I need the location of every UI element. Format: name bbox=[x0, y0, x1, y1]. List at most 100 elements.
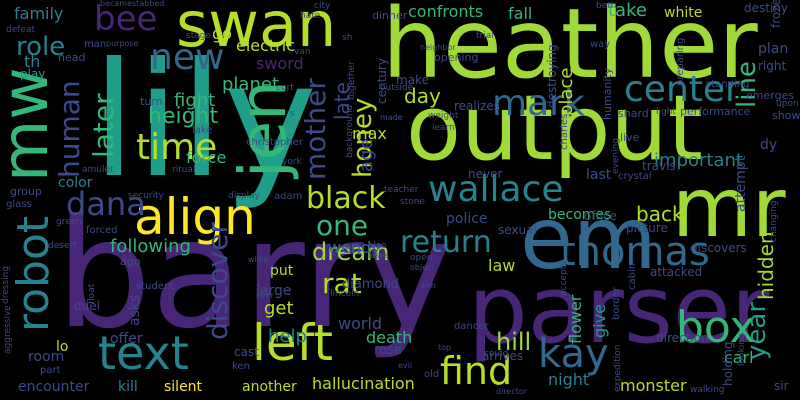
word-new: new bbox=[150, 37, 225, 78]
word-cabin: cabin bbox=[627, 262, 638, 290]
word-also: also bbox=[368, 241, 387, 251]
word-learn: learn bbox=[432, 123, 455, 133]
word-evening: evening bbox=[611, 137, 621, 174]
word-night: night bbox=[548, 370, 590, 389]
word-man: man bbox=[84, 39, 107, 50]
word-travis: travis bbox=[642, 159, 676, 173]
word-parser: parser bbox=[468, 256, 770, 365]
word-lake: lake bbox=[192, 125, 213, 136]
word-accepts: accepts bbox=[559, 261, 569, 296]
word-city: city bbox=[314, 1, 331, 11]
word-emerges: emerges bbox=[746, 89, 795, 102]
word-loses: loses bbox=[368, 251, 389, 260]
word-border: border bbox=[611, 286, 622, 320]
word-looking: looking bbox=[737, 333, 747, 366]
word-destroying: destroying bbox=[545, 44, 559, 108]
word-preparing: preparing bbox=[675, 37, 686, 86]
word-align: align bbox=[134, 188, 256, 246]
word-arrives: arrives bbox=[482, 349, 524, 363]
word-weight: weight bbox=[428, 111, 459, 121]
word-later: later bbox=[87, 93, 120, 158]
word-expedition: expedition bbox=[613, 344, 623, 392]
word-day: day bbox=[404, 84, 441, 108]
word-swan: swan bbox=[176, 0, 337, 61]
word-object: object bbox=[410, 263, 435, 272]
word-curt: curt bbox=[276, 83, 294, 93]
word-height: height bbox=[148, 104, 219, 129]
word-upon: upon bbox=[776, 99, 799, 109]
word-office: office bbox=[584, 209, 617, 223]
word-could: could bbox=[484, 349, 509, 359]
word-student: student bbox=[136, 281, 175, 292]
word-performance: performance bbox=[680, 105, 751, 118]
word-another: another bbox=[242, 379, 297, 395]
word-group: group bbox=[10, 185, 42, 198]
word-return: return bbox=[400, 225, 492, 260]
word-made: made bbox=[380, 113, 403, 122]
word-aggressive: aggressive bbox=[3, 305, 13, 354]
word-arm: arm bbox=[420, 281, 436, 290]
word-adam: adam bbox=[274, 191, 303, 202]
word-police: police bbox=[446, 211, 488, 227]
word-family: family bbox=[14, 4, 64, 23]
word-top: top bbox=[438, 343, 452, 352]
word-carl: carl bbox=[724, 348, 754, 367]
word-encounter: encounter bbox=[18, 379, 90, 395]
word-never: never bbox=[468, 167, 503, 181]
word-discovers: discovers bbox=[690, 241, 747, 255]
word-white: white bbox=[664, 5, 703, 21]
word-century: century bbox=[375, 58, 389, 104]
word-forced: forced bbox=[86, 225, 118, 236]
word-york: york bbox=[282, 157, 302, 167]
word-go: go bbox=[212, 24, 232, 43]
word-sword: sword bbox=[256, 54, 304, 73]
word-realizes: realizes bbox=[454, 99, 501, 113]
word-th: th bbox=[24, 52, 41, 71]
word-attempt: attempt bbox=[733, 155, 749, 212]
word-mr: mr bbox=[672, 161, 786, 256]
word-rat: rat bbox=[322, 267, 362, 300]
word-dana: dana bbox=[66, 185, 146, 223]
word-plan: plan bbox=[758, 41, 789, 57]
word-open: open bbox=[410, 253, 433, 263]
word-way: way bbox=[590, 39, 611, 50]
word-beth: beth bbox=[596, 1, 617, 11]
word-becomes: becomes bbox=[548, 207, 612, 223]
word-amulet: amulet bbox=[82, 165, 114, 175]
word-asks: asks bbox=[127, 294, 143, 326]
word-room: room bbox=[28, 349, 65, 365]
word-light: light bbox=[656, 107, 676, 117]
word-becamestabbed: becamestabbed bbox=[100, 0, 165, 8]
word-rose: rose bbox=[374, 343, 402, 358]
word-dinner: dinner bbox=[372, 9, 408, 22]
word-planet: planet bbox=[222, 74, 279, 95]
word-color: color bbox=[58, 175, 93, 191]
word-s: s bbox=[290, 109, 295, 119]
word-back: back bbox=[636, 202, 684, 226]
word-neighbor: neighbor bbox=[420, 43, 456, 52]
word-security: security bbox=[128, 191, 164, 201]
word-fight: fight bbox=[174, 90, 216, 111]
word-frozen: frozen bbox=[769, 0, 783, 28]
word-lincoln: lincoln bbox=[330, 289, 360, 299]
word-last: last bbox=[586, 167, 612, 183]
word-monster: monster bbox=[620, 376, 687, 395]
word-lo: lo bbox=[56, 339, 69, 355]
word-holding: holding bbox=[721, 341, 735, 386]
word-play: play bbox=[20, 67, 46, 81]
word-electric: electric bbox=[236, 36, 296, 55]
word-mark: mark bbox=[492, 83, 585, 124]
word-output: output bbox=[406, 76, 703, 181]
word-outside: outside bbox=[380, 83, 414, 93]
word-right: right bbox=[758, 59, 787, 73]
word-dream: dream bbox=[312, 238, 390, 266]
word-changing: changing bbox=[769, 200, 779, 242]
word-trial: trial bbox=[476, 31, 494, 41]
word-find: find bbox=[440, 349, 513, 393]
word-float: float bbox=[87, 283, 97, 304]
word-shard: shard bbox=[618, 107, 649, 120]
word-ken: ken bbox=[232, 361, 250, 372]
word-glass: glass bbox=[6, 199, 32, 210]
word-destiny: destiny bbox=[744, 1, 788, 15]
word-old: old bbox=[424, 369, 440, 380]
